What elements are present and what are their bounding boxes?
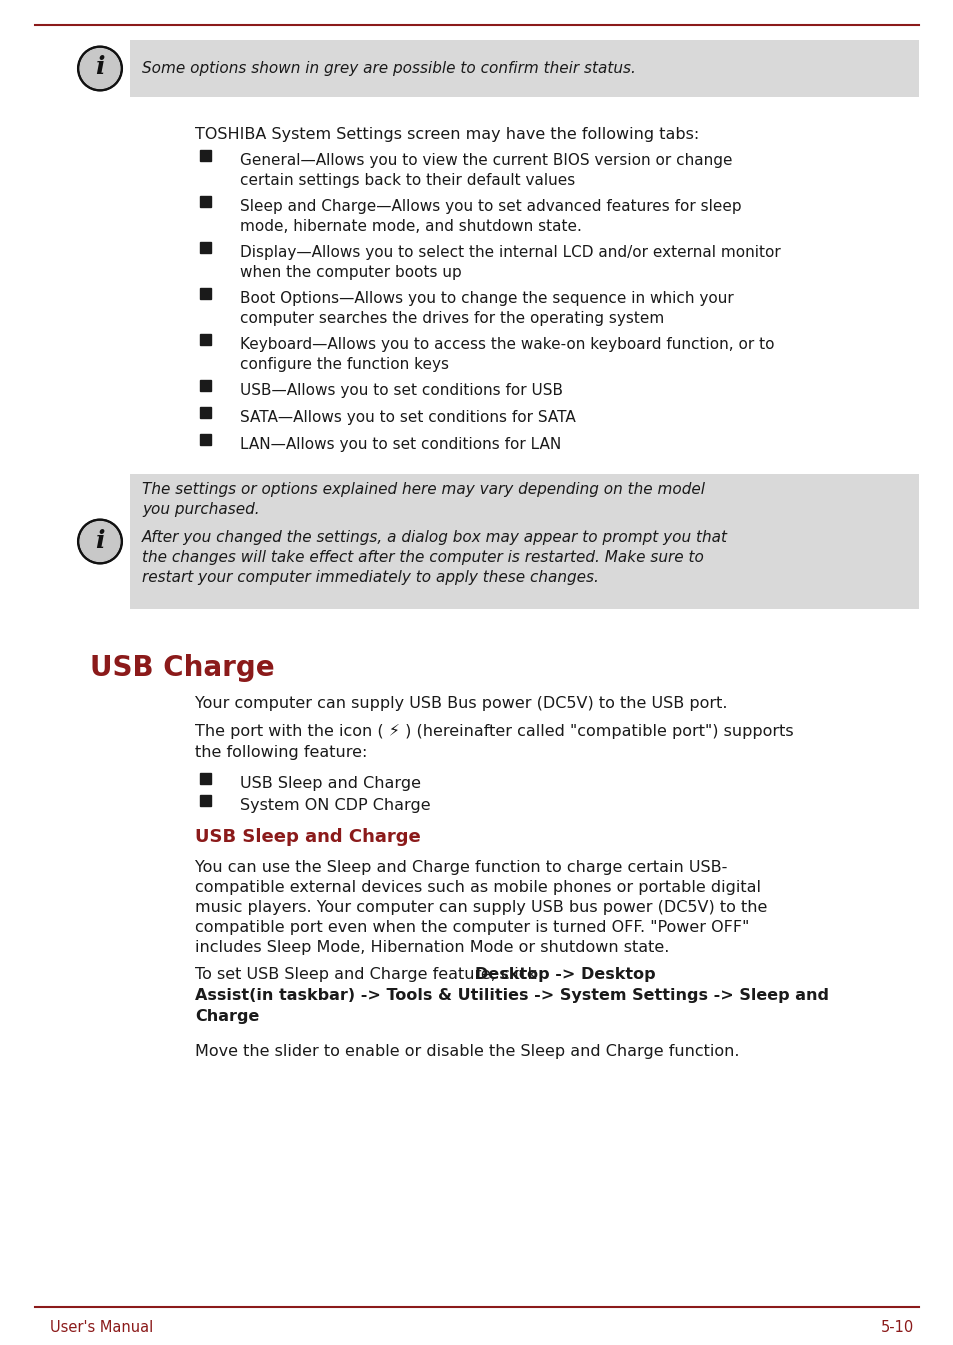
Text: Charge: Charge [194, 1009, 259, 1024]
Text: 5-10: 5-10 [880, 1319, 913, 1336]
Text: User's Manual: User's Manual [50, 1319, 153, 1336]
Bar [200, 334, 211, 346]
Text: LAN—Allows you to set conditions for LAN: LAN—Allows you to set conditions for LAN [240, 437, 560, 452]
Bar [200, 408, 211, 418]
Text: After you changed the settings, a dialog box may appear to prompt you that
the c: After you changed the settings, a dialog… [142, 530, 727, 585]
Text: .: . [242, 1009, 247, 1024]
Text: To set USB Sleep and Charge feature, click: To set USB Sleep and Charge feature, cli… [194, 967, 541, 982]
Text: Boot Options—Allows you to change the sequence in which your
computer searches t: Boot Options—Allows you to change the se… [240, 291, 733, 325]
Text: Assist(in taskbar) -> Tools & Utilities -> System Settings -> Sleep and: Assist(in taskbar) -> Tools & Utilities … [194, 989, 828, 1003]
Circle shape [80, 48, 120, 89]
Bar [200, 242, 211, 253]
Bar [200, 795, 211, 806]
Text: System ON CDP Charge: System ON CDP Charge [240, 798, 430, 812]
Bar [200, 196, 211, 207]
Text: Your computer can supply USB Bus power (DC5V) to the USB port.: Your computer can supply USB Bus power (… [194, 695, 727, 712]
Bar [200, 288, 211, 299]
Bar [200, 151, 211, 161]
Text: Sleep and Charge—Allows you to set advanced features for sleep
mode, hibernate m: Sleep and Charge—Allows you to set advan… [240, 199, 740, 234]
Bar [200, 434, 211, 445]
Bar [130, 40, 918, 97]
Text: USB Sleep and Charge: USB Sleep and Charge [240, 776, 420, 791]
Text: TOSHIBA System Settings screen may have the following tabs:: TOSHIBA System Settings screen may have … [194, 126, 699, 143]
Text: You can use the Sleep and Charge function to charge certain USB-
compatible exte: You can use the Sleep and Charge functio… [194, 859, 766, 955]
Circle shape [78, 519, 122, 564]
Text: General—Allows you to view the current BIOS version or change
certain settings b: General—Allows you to view the current B… [240, 153, 732, 188]
Bar [200, 381, 211, 391]
Text: i: i [95, 55, 105, 79]
Circle shape [78, 47, 122, 90]
Text: Desktop -> Desktop: Desktop -> Desktop [475, 967, 655, 982]
Circle shape [80, 522, 120, 561]
Bar [200, 773, 211, 784]
Text: USB Charge: USB Charge [90, 654, 274, 682]
Text: Keyboard—Allows you to access the wake-on keyboard function, or to
configure the: Keyboard—Allows you to access the wake-o… [240, 338, 774, 371]
Text: USB Sleep and Charge: USB Sleep and Charge [194, 829, 420, 846]
Text: Some options shown in grey are possible to confirm their status.: Some options shown in grey are possible … [142, 61, 636, 77]
Text: Display—Allows you to select the internal LCD and/or external monitor
when the c: Display—Allows you to select the interna… [240, 245, 780, 280]
Text: USB—Allows you to set conditions for USB: USB—Allows you to set conditions for USB [240, 383, 562, 398]
Bar [130, 473, 918, 609]
Text: The port with the icon ( ⚡ ) (hereinafter called "compatible port") supports
the: The port with the icon ( ⚡ ) (hereinafte… [194, 724, 793, 760]
Text: i: i [95, 529, 105, 553]
Text: Move the slider to enable or disable the Sleep and Charge function.: Move the slider to enable or disable the… [194, 1044, 739, 1059]
Text: SATA—Allows you to set conditions for SATA: SATA—Allows you to set conditions for SA… [240, 410, 576, 425]
Text: The settings or options explained here may vary depending on the model
you purch: The settings or options explained here m… [142, 482, 704, 516]
